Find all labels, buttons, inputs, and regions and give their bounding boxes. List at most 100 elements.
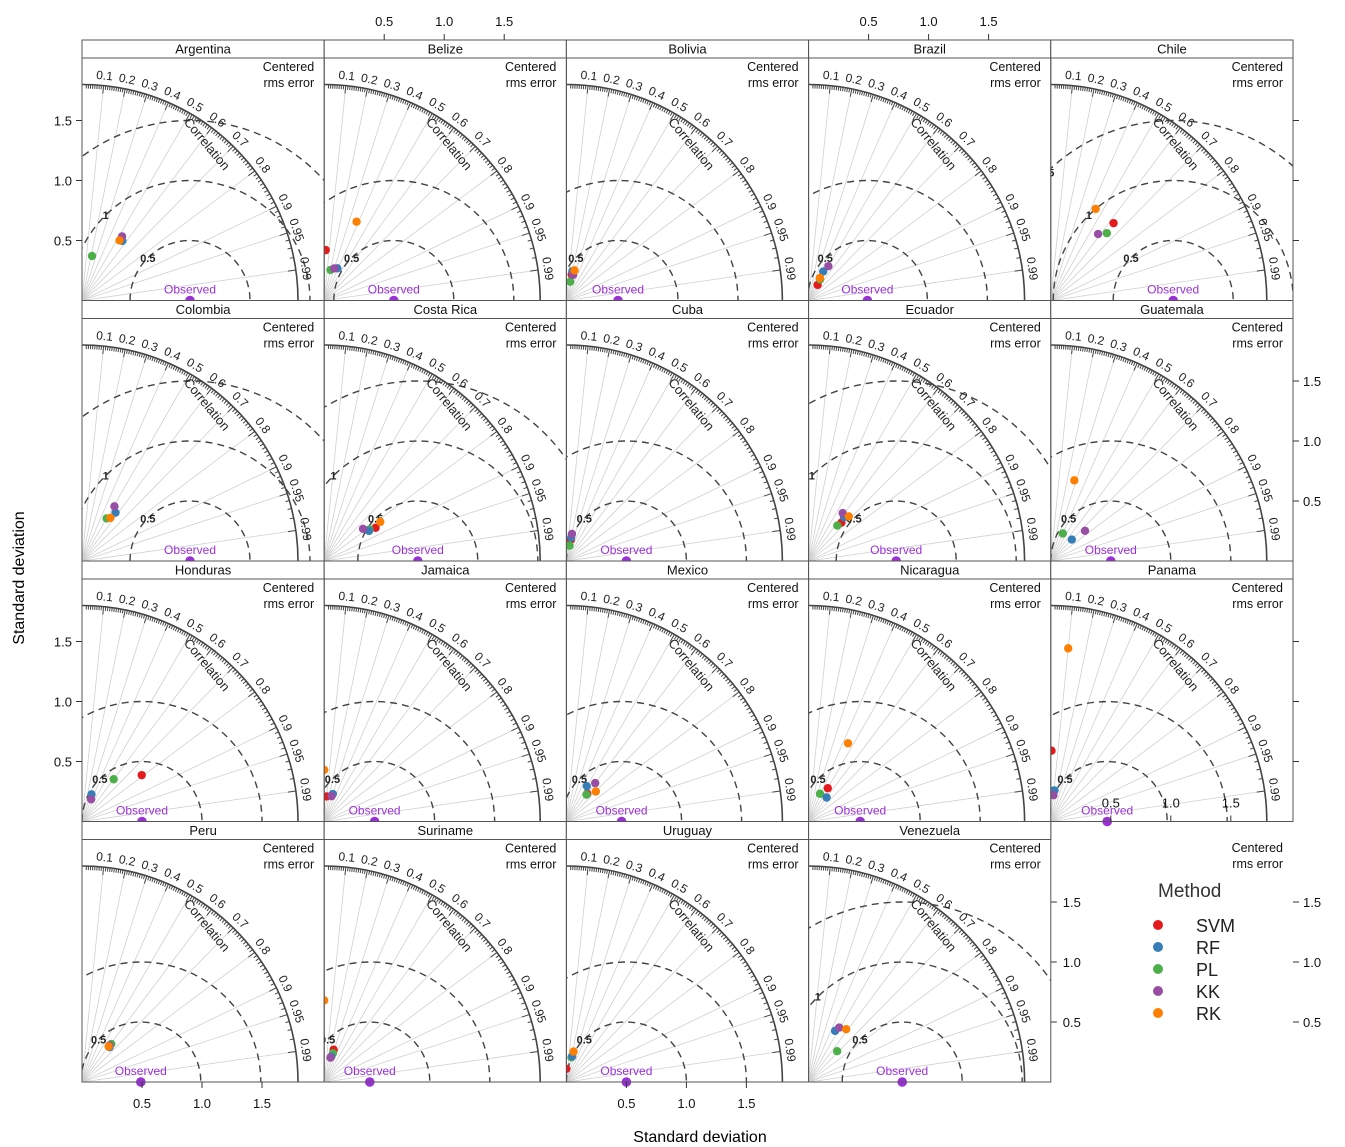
correlation-tick xyxy=(223,400,228,404)
correlation-line xyxy=(1050,349,1095,561)
correlation-tick xyxy=(183,892,187,897)
correlation-tick xyxy=(697,912,701,916)
correlation-tick xyxy=(1109,614,1112,619)
correlation-line xyxy=(82,102,169,301)
panel-title: Belize xyxy=(428,42,463,57)
correlation-tick xyxy=(697,391,701,395)
correlation-tick xyxy=(448,907,453,912)
correlation-tick xyxy=(763,232,772,237)
correlation-tick xyxy=(198,119,202,124)
correlation-tick xyxy=(732,170,740,177)
correlation-line xyxy=(324,373,433,561)
correlation-tick xyxy=(448,648,455,656)
correlation-tick xyxy=(990,971,995,975)
correlation-tick xyxy=(490,691,498,698)
rms-caption-line2: rms error xyxy=(990,597,1041,611)
correlation-tick xyxy=(370,350,373,355)
correlation-tick xyxy=(531,778,536,780)
correlation-line xyxy=(1050,726,1246,822)
rms-caption-line1: Centered xyxy=(747,581,798,595)
data-point-pl xyxy=(582,790,591,799)
correlation-tick xyxy=(244,943,249,948)
correlation-tick-label: 0.9 xyxy=(1244,712,1264,733)
correlation-tick xyxy=(259,964,264,968)
correlation-tick xyxy=(531,517,536,520)
correlation-tick xyxy=(470,143,474,148)
correlation-tick xyxy=(1230,446,1235,450)
correlation-tick xyxy=(948,398,952,403)
correlation-tick xyxy=(497,436,502,441)
correlation-tick xyxy=(140,93,143,98)
correlation-tick xyxy=(965,154,969,159)
correlation-tick xyxy=(992,714,997,718)
correlation-tick xyxy=(1133,622,1136,627)
x-axis-tick-label: 1.5 xyxy=(980,14,998,29)
correlation-tick xyxy=(436,377,440,382)
rms-caption-line1: Centered xyxy=(989,581,1040,595)
data-point-rk xyxy=(115,236,124,245)
correlation-tick xyxy=(383,614,386,619)
correlation-tick xyxy=(130,871,133,876)
observed-label: Observed xyxy=(349,804,401,818)
correlation-tick xyxy=(463,658,468,663)
correlation-tick xyxy=(648,101,652,106)
correlation-tick xyxy=(759,210,764,214)
correlation-tick xyxy=(1154,373,1160,382)
correlation-tick xyxy=(937,129,941,133)
correlation-tick xyxy=(1190,137,1194,142)
correlation-tick xyxy=(909,892,913,897)
correlation-tick xyxy=(380,352,384,358)
correlation-tick xyxy=(994,718,999,722)
correlation-tick xyxy=(631,355,634,360)
correlation-tick xyxy=(739,697,744,701)
correlation-tick xyxy=(511,205,519,211)
correlation-tick xyxy=(159,99,163,104)
correlation-tick xyxy=(729,162,734,166)
correlation-tick xyxy=(631,876,634,881)
data-point-pl xyxy=(833,521,842,530)
correlation-tick xyxy=(490,952,498,958)
correlation-tick xyxy=(431,374,435,379)
x-axis-tick-label: 0.5 xyxy=(860,14,878,29)
correlation-tick xyxy=(1192,660,1196,665)
correlation-tick xyxy=(402,360,405,365)
correlation-tick xyxy=(219,396,223,401)
correlation-tick xyxy=(971,162,976,166)
correlation-tick xyxy=(648,361,652,366)
correlation-tick xyxy=(1215,164,1220,169)
correlation-tick xyxy=(502,182,506,186)
correlation-tick xyxy=(453,650,457,654)
correlation-tick xyxy=(143,875,146,880)
correlation-tick xyxy=(763,741,768,745)
correlation-tick xyxy=(353,86,355,91)
correlation-tick-label: 0.9 xyxy=(518,452,538,473)
correlation-tick xyxy=(1133,362,1138,371)
correlation-tick xyxy=(406,882,409,887)
data-point-svm xyxy=(1050,746,1056,755)
correlation-tick xyxy=(990,189,995,193)
correlation-tick xyxy=(953,927,961,934)
correlation-tick xyxy=(731,946,736,950)
correlation-tick xyxy=(236,673,241,677)
rms-caption-line2: rms error xyxy=(748,858,799,872)
correlation-tick xyxy=(844,348,846,353)
correlation-tick xyxy=(678,117,682,121)
correlation-tick xyxy=(720,152,725,156)
rms-caption-line2: rms error xyxy=(990,858,1041,872)
correlation-tick xyxy=(642,98,645,103)
correlation-tick xyxy=(984,440,989,444)
correlation-tick xyxy=(1014,269,1023,272)
correlation-tick xyxy=(389,94,392,100)
correlation-tick xyxy=(711,666,718,674)
correlation-tick xyxy=(448,646,453,651)
correlation-tick xyxy=(907,630,911,635)
correlation-line xyxy=(1050,269,1265,301)
correlation-tick xyxy=(157,359,161,364)
correlation-tick xyxy=(648,622,652,627)
correlation-tick xyxy=(1137,624,1140,629)
correlation-tick xyxy=(986,964,991,968)
correlation-tick xyxy=(1232,710,1237,714)
correlation-tick xyxy=(980,954,984,959)
correlation-tick xyxy=(844,869,846,874)
correlation-tick xyxy=(725,938,729,943)
